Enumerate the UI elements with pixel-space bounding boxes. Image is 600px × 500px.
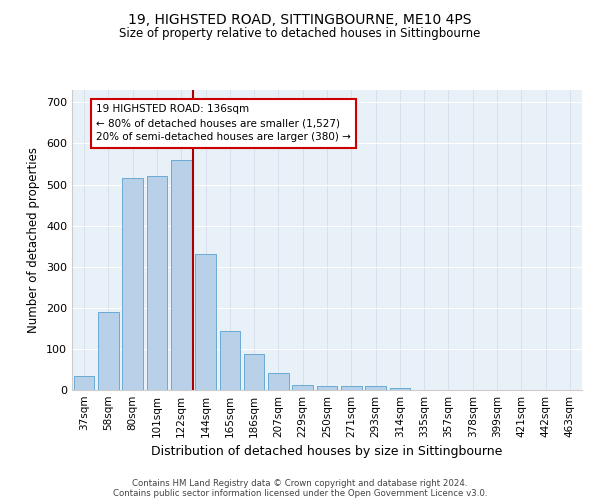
Bar [220, 331, 240, 390]
Text: Contains HM Land Registry data © Crown copyright and database right 2024.: Contains HM Land Registry data © Crown c… [132, 478, 468, 488]
Bar [292, 384, 313, 390]
Bar [268, 372, 289, 390]
Y-axis label: Number of detached properties: Number of detached properties [28, 147, 40, 333]
Bar [341, 386, 362, 390]
Bar [74, 376, 94, 390]
Bar [146, 176, 167, 390]
Bar [171, 160, 191, 390]
Bar [195, 254, 216, 390]
Text: 19 HIGHSTED ROAD: 136sqm
← 80% of detached houses are smaller (1,527)
20% of sem: 19 HIGHSTED ROAD: 136sqm ← 80% of detach… [96, 104, 351, 142]
Bar [122, 178, 143, 390]
Text: 19, HIGHSTED ROAD, SITTINGBOURNE, ME10 4PS: 19, HIGHSTED ROAD, SITTINGBOURNE, ME10 4… [128, 12, 472, 26]
Bar [244, 354, 265, 390]
Bar [317, 386, 337, 390]
Bar [98, 312, 119, 390]
Bar [389, 388, 410, 390]
X-axis label: Distribution of detached houses by size in Sittingbourne: Distribution of detached houses by size … [151, 446, 503, 458]
Text: Size of property relative to detached houses in Sittingbourne: Size of property relative to detached ho… [119, 28, 481, 40]
Text: Contains public sector information licensed under the Open Government Licence v3: Contains public sector information licen… [113, 488, 487, 498]
Bar [365, 386, 386, 390]
